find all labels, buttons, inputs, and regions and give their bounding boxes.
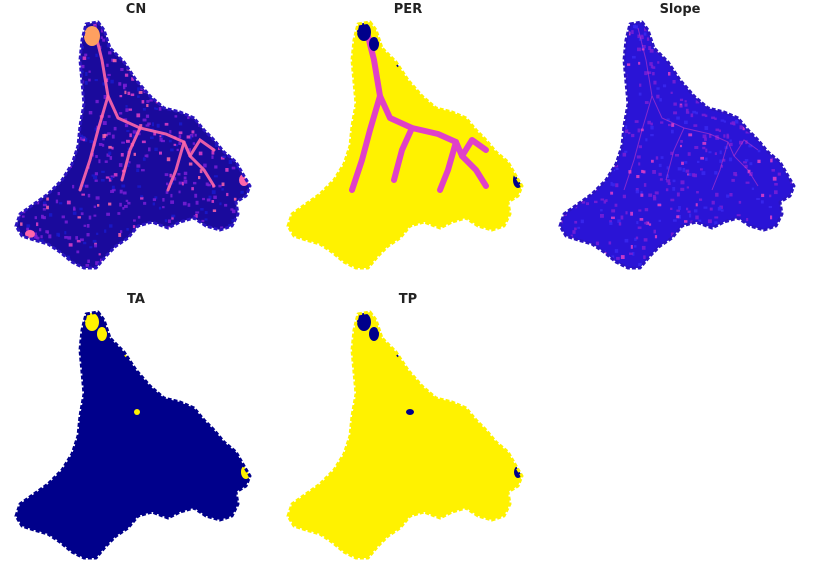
- watershed-area: [16, 312, 250, 558]
- per-patch-3: [403, 65, 409, 71]
- per-channel-4: [459, 137, 489, 159]
- slope-ridge-2: [665, 127, 685, 181]
- per-channel-0: [363, 25, 489, 189]
- watershed-edge: [14, 20, 252, 270]
- map-cn: [14, 20, 252, 270]
- map-per: [286, 20, 524, 270]
- ta-patch-0: [85, 313, 99, 331]
- map-panel-ta: TA: [0, 290, 272, 580]
- ta-patch-1: [97, 327, 107, 341]
- cn-highland-patch: [84, 26, 100, 46]
- map-panel-tp: TP: [272, 290, 544, 580]
- map-region-tp: [288, 312, 522, 558]
- map-panel-slope: Slope: [544, 0, 816, 290]
- per-channel-1: [349, 93, 383, 193]
- per-patch-1: [369, 37, 379, 51]
- map-ta: [14, 310, 252, 560]
- ta-center-patch: [134, 409, 140, 415]
- map-region-per: [288, 22, 522, 268]
- map-panel-per: PER: [272, 0, 544, 290]
- cn-west-patch: [25, 230, 35, 238]
- watershed-area: [288, 312, 522, 558]
- per-channel-3: [437, 139, 459, 193]
- tp-patch-0: [357, 313, 371, 331]
- watershed-edge: [286, 310, 524, 560]
- river-4: [188, 137, 216, 158]
- per-channel-2: [391, 125, 415, 183]
- slope-ridge-4: [733, 139, 759, 157]
- map-tp: [286, 310, 524, 560]
- per-patch-0: [357, 23, 371, 41]
- watershed-area: [560, 22, 794, 268]
- river-3: [166, 140, 186, 192]
- tp-patch-3: [403, 355, 409, 361]
- map-panel-cn: CN: [0, 0, 272, 290]
- panel-title-per: PER: [393, 2, 423, 17]
- map-slope: [558, 20, 796, 270]
- panel-title-cn: CN: [125, 2, 147, 17]
- slope-ridge-0: [637, 27, 759, 187]
- watershed-edge: [286, 20, 524, 270]
- river-2: [120, 126, 142, 182]
- panel-title-tp: TP: [398, 292, 418, 307]
- river-1: [78, 94, 110, 192]
- panel-title-slope: Slope: [659, 2, 701, 17]
- panel-title-ta: TA: [127, 292, 145, 307]
- watershed-edge: [14, 310, 252, 560]
- slope-ridge-1: [623, 95, 653, 191]
- river-0: [92, 26, 216, 188]
- watershed-edge: [558, 20, 796, 270]
- tp-patch-1: [369, 327, 379, 341]
- slope-ridge-3: [711, 141, 729, 191]
- ta-patch-3: [131, 355, 137, 361]
- tp-center-patch: [406, 409, 414, 415]
